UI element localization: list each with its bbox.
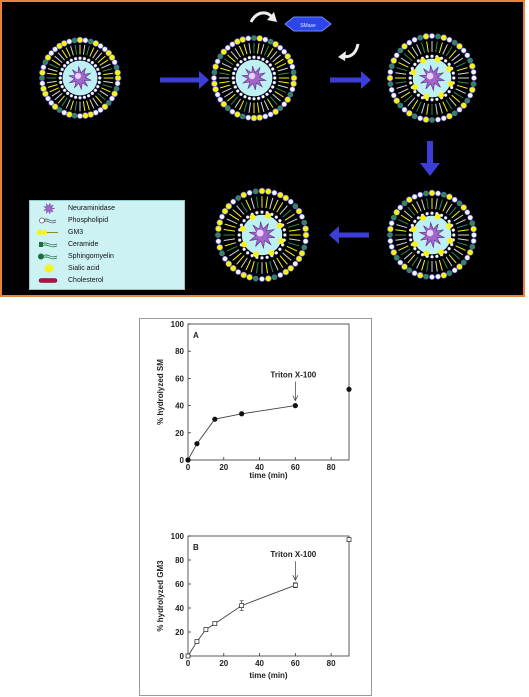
data-point: [239, 603, 245, 608]
x-tick-label: 40: [255, 659, 264, 668]
ceramide-icon: [34, 239, 64, 250]
rotation-arrow-left-icon: [249, 11, 277, 23]
sialic-acid-icon: [34, 263, 64, 274]
legend-label: GM3: [68, 229, 84, 236]
legend-label: Ceramide: [68, 241, 99, 248]
y-tick-label: 40: [175, 604, 184, 613]
legend-box: Neuraminidase Phospholipid GM3 Ceramide Sphi…: [29, 200, 185, 290]
rotation-arrow-right-icon: [338, 43, 360, 61]
charts-frame: [139, 318, 372, 696]
x-tick-label: 60: [291, 463, 300, 472]
data-point: [292, 582, 298, 588]
y-axis-label: % hydrolyzed SM: [156, 359, 165, 425]
legend-item: Neuraminidase: [34, 202, 116, 215]
data-point: [346, 537, 352, 542]
legend-item: Sialic acid: [34, 263, 100, 274]
plot-area: [187, 323, 350, 461]
smase-enzyme: SMase: [284, 16, 332, 32]
data-point: [212, 621, 218, 626]
data-point: [185, 457, 191, 463]
y-tick-label: 100: [171, 320, 185, 329]
chart-sm-hydrolysis: 0 20 40 60 80 100 0 20 40 60 80 time (min) % hydroly…: [156, 320, 352, 480]
legend-label: Sialic acid: [68, 265, 100, 272]
liposome-stage-3: [386, 33, 477, 123]
y-tick-label: 40: [175, 402, 184, 411]
liposome-stage-4: [387, 189, 477, 280]
y-tick-label: 60: [175, 374, 184, 383]
legend-label: Cholesterol: [68, 277, 104, 284]
x-tick-label: 80: [327, 463, 336, 472]
x-axis-label: time (min): [249, 671, 288, 680]
y-tick-label: 0: [180, 456, 185, 465]
liposome-stage-5: [215, 187, 310, 282]
svg-text:SMase: SMase: [300, 23, 316, 29]
y-tick-label: 60: [175, 580, 184, 589]
chart-gm3-hydrolysis: 0 20 40 60 80 100 0 20 40 60 80 time (min) % hydroly…: [156, 532, 352, 680]
annotation-arrow-head: [292, 575, 299, 581]
liposome-diagram: SMase: [39, 11, 477, 282]
y-tick-label: 80: [175, 347, 184, 356]
process-arrow-3-head: [420, 163, 440, 176]
annotation-label: Triton X-100: [270, 371, 316, 380]
data-point: [203, 627, 209, 632]
data-point: [194, 639, 200, 644]
x-tick-label: 20: [219, 463, 228, 472]
y-tick-label: 0: [180, 652, 185, 661]
legend-item: Sphingomyelin: [34, 251, 114, 262]
legend-label: Phospholipid: [68, 217, 109, 224]
x-tick-label: 40: [255, 463, 264, 472]
annotation-arrow-head: [292, 395, 299, 402]
legend-item: Ceramide: [34, 239, 98, 250]
x-tick-label: 0: [186, 659, 191, 668]
phospholipid-icon: [34, 215, 64, 226]
y-tick-label: 20: [175, 429, 184, 438]
panel-letter: A: [193, 331, 199, 340]
legend-item: GM3: [34, 227, 83, 238]
hydrolysis-charts: 0 20 40 60 80 100 0 20 40 60 80 time (min) % hydroly…: [156, 320, 352, 680]
process-arrow-2-head: [361, 71, 371, 89]
neuraminidase-icon: [34, 202, 64, 215]
liposome-stage-2: [211, 35, 298, 122]
panel-letter: B: [193, 543, 199, 552]
gm3-icon: [34, 227, 64, 238]
data-point: [212, 416, 218, 422]
y-tick-label: 100: [171, 532, 185, 541]
y-tick-label: 20: [175, 628, 184, 637]
y-axis-label: % hydrolyzed GM3: [156, 560, 165, 632]
process-arrow-4-head: [329, 226, 339, 244]
legend-label: Sphingomyelin: [68, 253, 114, 260]
legend-item: Cholesterol: [34, 275, 103, 286]
data-point: [185, 653, 191, 659]
x-tick-label: 60: [291, 659, 300, 668]
annotation-label: Triton X-100: [270, 550, 316, 559]
process-arrow-1-head: [199, 71, 209, 89]
liposome-stage-1: [39, 36, 122, 119]
y-tick-label: 80: [175, 556, 184, 565]
data-point: [194, 441, 200, 447]
data-point: [239, 411, 245, 417]
legend-item: Phospholipid: [34, 215, 108, 226]
x-axis-label: time (min): [249, 471, 288, 480]
x-tick-label: 20: [219, 659, 228, 668]
x-tick-label: 80: [327, 659, 336, 668]
data-point: [346, 386, 352, 392]
x-tick-label: 0: [186, 463, 191, 472]
data-point: [292, 403, 298, 409]
legend-label: Neuraminidase: [68, 205, 116, 212]
sphingomyelin-icon: [34, 251, 64, 262]
plot-area: [187, 535, 350, 657]
cholesterol-icon: [34, 275, 64, 286]
series-line: [187, 584, 296, 657]
